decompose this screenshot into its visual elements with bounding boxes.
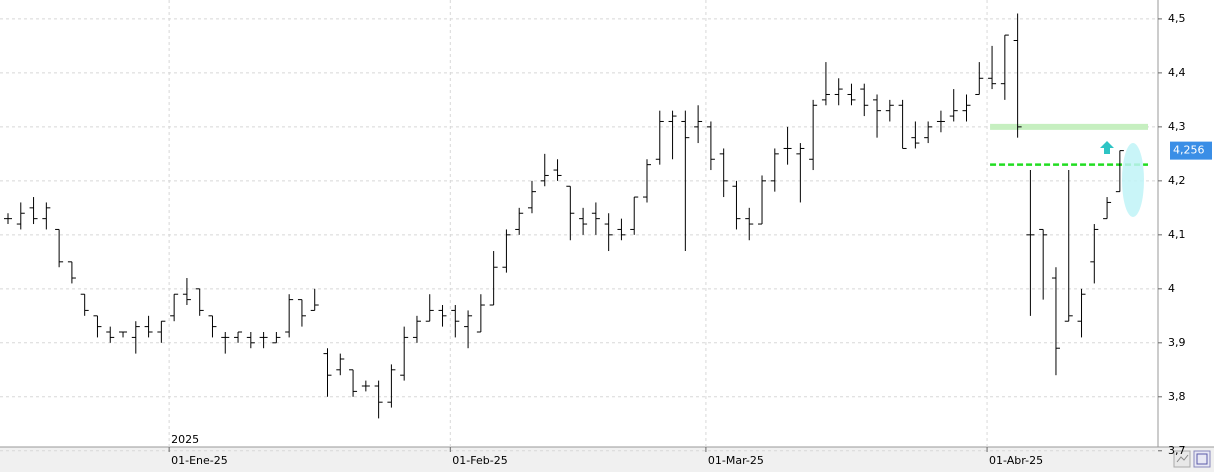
- highlight-ellipse: [1122, 143, 1144, 217]
- y-axis-panel: [1158, 0, 1214, 447]
- plot-area: 2025: [0, 0, 1158, 452]
- zoom-button[interactable]: [1173, 450, 1191, 468]
- year-label: 2025: [171, 433, 199, 446]
- save-button[interactable]: [1193, 450, 1211, 468]
- save-icon: [1196, 453, 1208, 465]
- y-tick-label: 4,4: [1168, 66, 1186, 79]
- y-tick-label: 4,2: [1168, 174, 1186, 187]
- last-price-label: 4,256: [1173, 144, 1205, 157]
- x-tick-label: 01-Ene-25: [171, 454, 228, 467]
- x-tick-label: 01-Feb-25: [452, 454, 507, 467]
- zoom-icon: [1176, 454, 1189, 463]
- last-price-box: [1170, 141, 1212, 160]
- y-tick-label: 3,9: [1168, 336, 1186, 349]
- y-tick-label: 3,7: [1168, 444, 1186, 457]
- y-tick-label: 4,3: [1168, 120, 1186, 133]
- y-tick-label: 3,8: [1168, 390, 1186, 403]
- x-tick-label: 01-Mar-25: [708, 454, 764, 467]
- up-arrow: [1100, 141, 1114, 154]
- y-tick-label: 4,5: [1168, 12, 1186, 25]
- y-tick-label: 4: [1168, 282, 1175, 295]
- y-tick-label: 4,1: [1168, 228, 1186, 241]
- x-tick-label: 01-Abr-25: [989, 454, 1043, 467]
